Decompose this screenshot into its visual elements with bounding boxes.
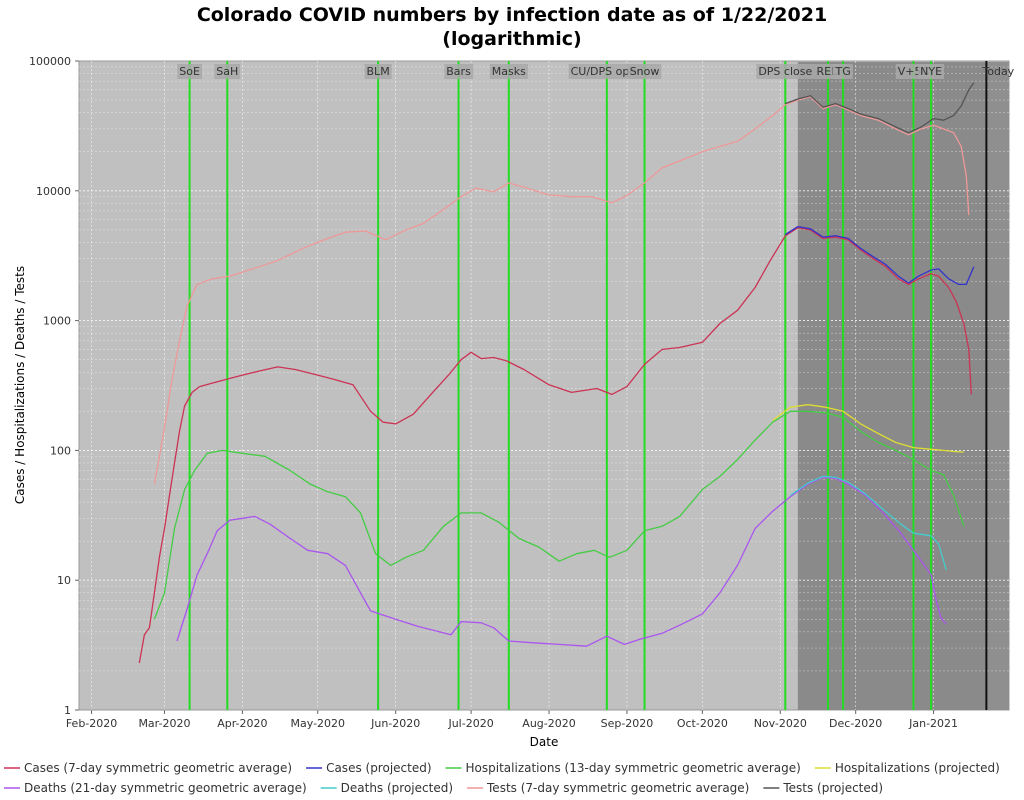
legend-label: Hospitalizations (13-day symmetric geome… <box>466 761 801 775</box>
event-label: NYE <box>920 65 942 78</box>
x-tick-label: May-2020 <box>291 717 346 730</box>
event-label-bg <box>214 64 241 79</box>
event-label: SoE <box>179 65 200 78</box>
y-tick-label: 1000 <box>43 315 71 328</box>
y-tick-label: 1 <box>64 704 71 717</box>
x-tick-label: Nov-2020 <box>754 717 807 730</box>
event-label-bg <box>627 64 662 79</box>
x-axis-label: Date <box>530 735 559 749</box>
series-line-deaths <box>176 476 947 647</box>
event-label-bg <box>364 64 392 79</box>
legend-item-tests-proj: Tests (projected) <box>763 781 883 795</box>
today-marker: Today <box>981 61 1015 710</box>
shaded-regions <box>797 62 1009 710</box>
event-marker-tg: TG <box>832 61 853 710</box>
x-tick-label: Jan-2021 <box>908 717 958 730</box>
legend-label: Deaths (projected) <box>341 781 453 795</box>
y-tick-label: 10000 <box>36 185 71 198</box>
event-label: CU/DPS open <box>571 65 644 78</box>
event-marker-snow: Snow <box>627 61 662 710</box>
legend-label: Tests (7-day symmetric geometric average… <box>486 781 749 795</box>
event-label-bg <box>177 64 202 79</box>
series-line-tests <box>153 96 970 485</box>
x-tick-label: Jul-2020 <box>447 717 493 730</box>
series-line-cases <box>138 227 972 664</box>
today-label: Today <box>981 65 1014 78</box>
event-label-bg <box>918 64 945 79</box>
x-tick-label: Sep-2020 <box>601 717 654 730</box>
x-tick-label: Dec-2020 <box>829 717 882 730</box>
y-tick-label: 100 <box>50 444 71 457</box>
chart-title-line-1: Colorado COVID numbers by infection date… <box>197 4 827 26</box>
legend-label: Tests (projected) <box>782 781 883 795</box>
legend-item-cases: Cases (7-day symmetric geometric average… <box>4 761 292 775</box>
legend-label: Deaths (21-day symmetric geometric avera… <box>24 781 307 795</box>
gridlines <box>79 61 1009 710</box>
event-label: Bars <box>446 65 471 78</box>
event-marker-blm: BLM <box>364 61 392 710</box>
x-tick-label: Aug-2020 <box>522 717 575 730</box>
event-marker-cu-dps-open: CU/DPS open <box>568 61 646 710</box>
event-label-bg <box>568 64 646 79</box>
event-label: SaH <box>216 65 238 78</box>
event-marker-nye: NYE <box>918 61 945 710</box>
x-axis-ticks: Feb-2020 Mar-2020 Apr-2020 May-2020 Jun-2020… <box>66 710 958 730</box>
event-label-bg <box>756 64 815 79</box>
event-marker-masks: Masks <box>489 61 529 710</box>
y-axis-label: Cases / Hospitalizations / Deaths / Test… <box>13 266 27 504</box>
series-line-cases-proj <box>784 225 975 286</box>
shaded-region-2 <box>986 62 1009 710</box>
event-label-bg <box>832 64 853 79</box>
legend-item-hosp: Hospitalizations (13-day symmetric geome… <box>445 761 801 775</box>
series-line-deaths-proj <box>789 475 947 571</box>
event-marker-sah: SaH <box>214 61 241 710</box>
y-tick-label: 10 <box>57 574 71 587</box>
y-axis-ticks: 1 10 100 1000 10000 100000 <box>29 55 79 717</box>
series-line-hosp-proj <box>772 404 964 453</box>
x-tick-label: Mar-2020 <box>138 717 190 730</box>
shaded-region-1 <box>797 62 987 710</box>
legend-item-deaths: Deaths (21-day symmetric geometric avera… <box>4 781 307 795</box>
event-label: TG <box>834 65 850 78</box>
event-label: DPS close <box>758 65 812 78</box>
series-lines <box>138 82 975 664</box>
x-tick-label: Oct-2020 <box>677 717 728 730</box>
legend-item-tests: Tests (7-day symmetric geometric average… <box>467 781 749 795</box>
legend-label: Cases (7-day symmetric geometric average… <box>24 761 292 775</box>
x-tick-label: Jun-2020 <box>370 717 420 730</box>
legend-item-cases-proj: Cases (projected) <box>306 761 432 775</box>
event-marker-dps-close: DPS close <box>756 61 815 710</box>
event-label: BLM <box>367 65 390 78</box>
legend-label: Hospitalizations (projected) <box>835 761 1000 775</box>
chart-title: Colorado COVID numbers by infection date… <box>197 4 827 50</box>
event-label-bg <box>444 64 474 79</box>
legend-label: Cases (projected) <box>326 761 431 775</box>
event-marker-bars: Bars <box>444 61 474 710</box>
series-line-hosp <box>153 410 965 620</box>
y-tick-label: 100000 <box>29 55 71 68</box>
chart-title-line-2: (logarithmic) <box>442 28 581 50</box>
series-line-tests-proj <box>785 82 975 134</box>
event-label: Snow <box>630 65 660 78</box>
legend: Cases (7-day symmetric geometric average… <box>4 761 1000 795</box>
event-label: Masks <box>492 65 526 78</box>
legend-item-deaths-proj: Deaths (projected) <box>320 781 453 795</box>
x-tick-label: Feb-2020 <box>66 717 117 730</box>
event-label-bg <box>489 64 529 79</box>
legend-item-hosp-proj: Hospitalizations (projected) <box>814 761 1000 775</box>
x-tick-label: Apr-2020 <box>217 717 267 730</box>
